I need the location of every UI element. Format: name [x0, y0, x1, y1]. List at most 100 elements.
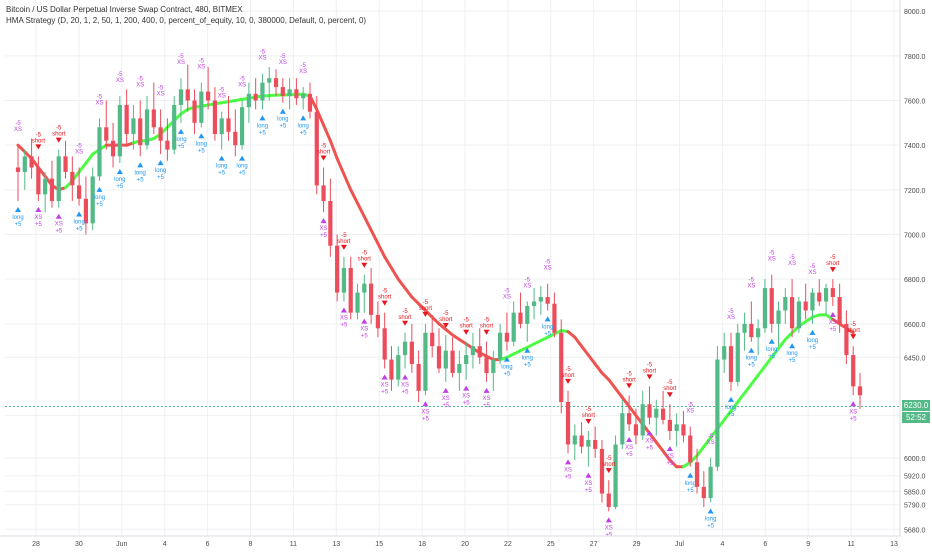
signal-label: -5: [688, 403, 694, 409]
signal-label: -5: [97, 94, 103, 100]
candle-body: [797, 302, 801, 329]
candle-body: [233, 132, 237, 145]
signal-label: long: [94, 195, 105, 201]
candle-body: [654, 409, 658, 418]
candle-body: [763, 288, 767, 328]
signal-label: XS: [788, 261, 796, 267]
signal-label: -5: [708, 434, 714, 440]
signal-label: -5: [138, 77, 144, 83]
time-tick-label: 6: [206, 541, 210, 548]
signal-label: XS: [14, 127, 22, 133]
candle-body: [838, 297, 842, 324]
candle-body: [145, 109, 149, 145]
signal-label: -5: [199, 59, 205, 65]
candle-body: [23, 156, 27, 172]
time-tick-label: 22: [504, 541, 512, 548]
chart-legend: Bitcoin / US Dollar Perpetual Inverse Sw…: [6, 4, 366, 26]
signal-label: +5: [503, 372, 511, 378]
candle-body: [736, 333, 740, 382]
signal-label: long: [196, 141, 207, 147]
candle-body: [702, 487, 706, 498]
signal-label: +5: [565, 474, 573, 480]
signal-label: short: [602, 462, 616, 468]
candle-body: [579, 436, 583, 447]
candle-body: [430, 333, 434, 346]
signal-label: XS: [360, 327, 368, 333]
price-tick-label: 5680.0: [904, 527, 926, 534]
signal-label: +5: [402, 390, 410, 396]
signal-label: short: [561, 373, 575, 379]
time-tick-label: 20: [461, 541, 469, 548]
signal-label: +5: [76, 226, 84, 232]
signal-label: +5: [361, 334, 369, 340]
time-tick-label: 18: [418, 541, 426, 548]
candle-body: [709, 467, 713, 498]
candle-body: [111, 141, 115, 157]
signal-label: XS: [727, 315, 735, 321]
candle-body: [471, 346, 475, 355]
price-tick-label: 7400.0: [904, 143, 926, 150]
candle-body: [376, 315, 380, 328]
signal-label: +5: [748, 363, 756, 369]
candle-body: [437, 346, 441, 368]
signal-label: long: [725, 405, 736, 411]
price-tick-label: 6600.0: [904, 322, 926, 329]
signal-label: XS: [381, 383, 389, 389]
candle-body: [498, 333, 502, 360]
candle-body: [532, 302, 536, 306]
signal-label: long: [114, 177, 125, 183]
signal-label: short: [337, 239, 351, 245]
signal-label: XS: [564, 467, 572, 473]
signal-label: +5: [687, 488, 695, 494]
time-tick-label: 11: [290, 541, 297, 548]
candle-body: [627, 413, 631, 424]
signal-label: XS: [849, 409, 857, 415]
signal-label: +5: [707, 524, 715, 530]
candle-body: [192, 101, 196, 123]
signal-label: XS: [666, 454, 674, 460]
candle-body: [457, 364, 461, 373]
signal-label: XS: [238, 83, 246, 89]
signal-label: -5: [525, 278, 531, 284]
signal-label: -5: [545, 260, 551, 266]
signal-label: long: [542, 324, 553, 330]
candle-body: [464, 355, 468, 364]
time-tick-label: 6: [763, 541, 767, 548]
signal-label: XS: [157, 91, 165, 97]
candle-body: [199, 92, 203, 123]
time-tick-label: 25: [547, 541, 555, 548]
signal-label: +5: [483, 403, 491, 409]
time-tick-label: 29: [633, 541, 641, 548]
time-tick-label: Jun: [116, 541, 127, 548]
signal-label: XS: [462, 394, 470, 400]
candle-body: [131, 118, 135, 134]
signal-label: +5: [320, 233, 328, 239]
candle-body: [525, 306, 529, 324]
candle-body: [641, 404, 645, 435]
candle-body: [484, 357, 488, 373]
signal-label: short: [419, 306, 433, 312]
candle-body: [369, 284, 373, 315]
candle-body: [729, 346, 733, 382]
time-tick-label: Jul: [675, 541, 684, 548]
candle-body: [179, 89, 183, 105]
candle-body: [158, 127, 162, 140]
candle-body: [423, 333, 427, 391]
candle-body: [254, 94, 258, 101]
signal-label: long: [766, 347, 777, 353]
candle-body: [647, 404, 651, 417]
candle-body: [817, 293, 821, 302]
price-tick-label: 5920.0: [904, 474, 926, 481]
time-tick-label: 9: [806, 541, 810, 548]
signal-label: +5: [585, 488, 593, 494]
signal-label: XS: [177, 60, 185, 66]
signal-label: XS: [197, 65, 205, 71]
signal-label: XS: [299, 69, 307, 75]
signal-label: XS: [625, 445, 633, 451]
signal-label: +5: [524, 363, 532, 369]
signal-label: XS: [55, 222, 63, 228]
signal-label: short: [358, 257, 372, 263]
signal-label: short: [52, 132, 66, 138]
